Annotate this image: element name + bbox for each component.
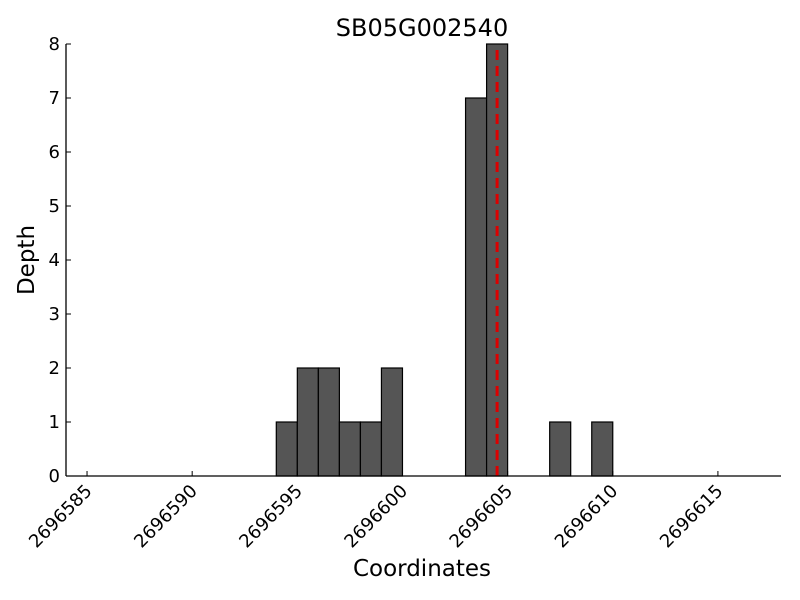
x-tick-label: 2696595 [235, 481, 307, 553]
bar-2 [317, 367, 340, 477]
y-tick-label: 3 [49, 304, 60, 325]
y-tick-label: 7 [49, 88, 60, 109]
x-tick-label: 2696605 [446, 481, 518, 553]
y-tick-label: 0 [49, 466, 60, 487]
y-ticks: 0 1 2 3 4 5 6 7 8 [49, 34, 71, 487]
y-tick-label: 5 [49, 196, 60, 217]
bar-3 [338, 421, 362, 477]
x-tick-label: 2696600 [340, 481, 412, 553]
y-tick-label: 1 [49, 412, 60, 433]
y-tick-label: 6 [49, 142, 60, 163]
bar-4 [359, 421, 383, 477]
x-tick-label: 2696590 [130, 481, 202, 553]
bar-6 [464, 97, 488, 477]
x-tick-label: 2696585 [25, 481, 97, 553]
y-tick-label: 8 [49, 34, 60, 55]
bar-8 [549, 421, 572, 477]
y-tick-label: 2 [49, 358, 60, 379]
y-tick-label: 4 [49, 250, 60, 271]
x-axis-label: Coordinates [353, 556, 491, 582]
bar-9 [591, 421, 614, 477]
bar-0 [275, 421, 298, 477]
bar-5 [380, 367, 404, 477]
x-tick-label: 2696615 [656, 481, 728, 553]
bar-1 [296, 367, 319, 477]
y-axis-label: Depth [14, 225, 40, 295]
x-tick-label: 2696610 [551, 481, 623, 553]
x-ticks: 2696585 2696590 2696595 2696600 2696605 26966… [25, 471, 727, 552]
chart-title: SB05G002540 [336, 14, 508, 42]
bars-group [275, 43, 614, 477]
